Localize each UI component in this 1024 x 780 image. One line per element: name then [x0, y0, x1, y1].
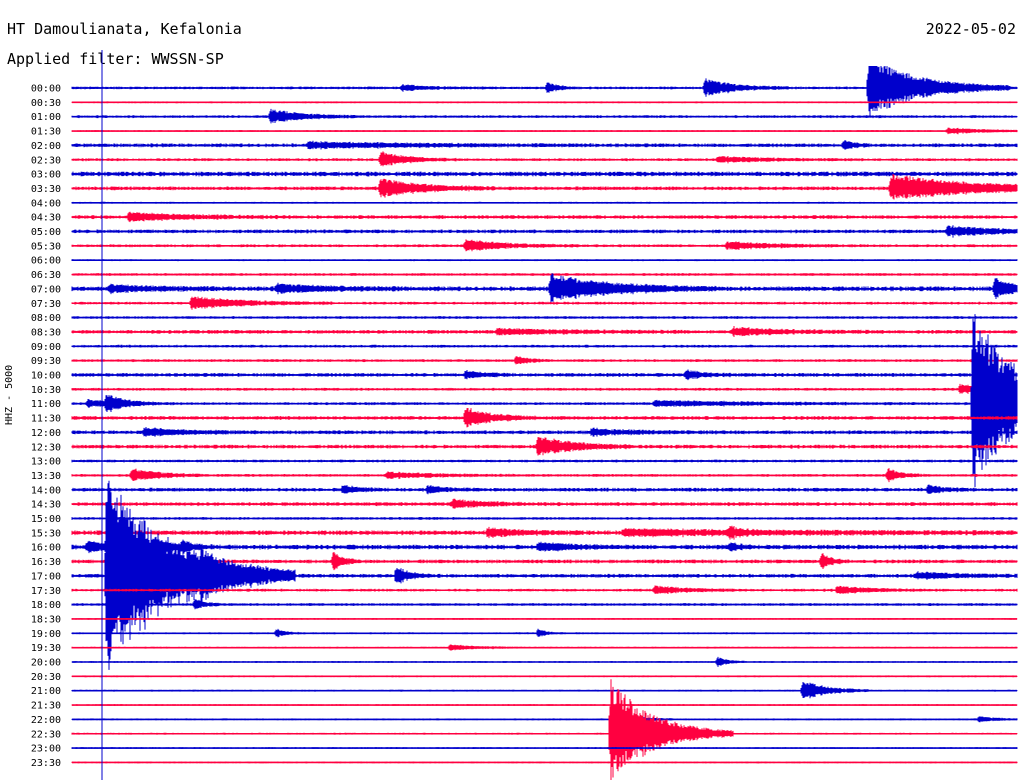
row-time-label: 16:00: [31, 543, 61, 554]
row-time-label: 04:00: [31, 198, 61, 209]
trace-row-0230: [71, 151, 1018, 167]
row-time-label: 22:00: [31, 715, 61, 726]
row-time-label: 06:00: [31, 256, 61, 267]
row-time-label: 16:30: [31, 557, 61, 568]
station-title: HT Damoulianata, Kefalonia: [7, 20, 242, 38]
row-time-label: 04:30: [31, 213, 61, 224]
row-time-label: 19:00: [31, 629, 61, 640]
trace-row-2230: [71, 679, 1018, 780]
row-time-label: 08:00: [31, 313, 61, 324]
date-label: 2022-05-02: [925, 20, 1016, 38]
row-time-label: 10:00: [31, 371, 61, 382]
row-time-label: 18:00: [31, 600, 61, 611]
row-time-label: 02:30: [31, 155, 61, 166]
row-time-label: 01:00: [31, 112, 61, 123]
row-time-label: 19:30: [31, 643, 61, 654]
row-time-label: 17:00: [31, 571, 61, 582]
row-time-label: 21:00: [31, 686, 61, 697]
row-time-label: 12:00: [31, 428, 61, 439]
row-time-label: 18:30: [31, 614, 61, 625]
row-time-label: 14:30: [31, 500, 61, 511]
row-time-label: 02:00: [31, 141, 61, 152]
row-time-label: 17:30: [31, 586, 61, 597]
row-time-label: 06:30: [31, 270, 61, 281]
row-time-label: 20:00: [31, 658, 61, 669]
row-time-label: 09:30: [31, 356, 61, 367]
row-time-label: 03:30: [31, 184, 61, 195]
row-time-label: 11:30: [31, 414, 61, 425]
row-time-label: 07:30: [31, 299, 61, 310]
row-time-label: 01:30: [31, 127, 61, 138]
row-time-label: 15:00: [31, 514, 61, 525]
row-time-label: 11:00: [31, 399, 61, 410]
trace-row-0330: [71, 174, 1018, 200]
row-time-label: 22:30: [31, 729, 61, 740]
row-time-label: 07:00: [31, 284, 61, 295]
row-time-label: 00:30: [31, 98, 61, 109]
row-time-label: 09:00: [31, 342, 61, 353]
row-time-label: 12:30: [31, 442, 61, 453]
row-time-label: 10:30: [31, 385, 61, 396]
row-time-label: 03:00: [31, 170, 61, 181]
filter-label: Applied filter: WWSSN-SP: [7, 50, 224, 68]
row-time-label: 14:00: [31, 485, 61, 496]
row-time-label: 20:30: [31, 672, 61, 683]
trace-row-1600: [71, 533, 1018, 559]
row-time-label: 15:30: [31, 528, 61, 539]
row-time-label: 21:30: [31, 701, 61, 712]
row-time-label: 05:30: [31, 241, 61, 252]
row-time-label: 08:30: [31, 327, 61, 338]
row-time-label: 13:00: [31, 457, 61, 468]
row-time-label: 23:30: [31, 758, 61, 769]
row-time-label: 23:00: [31, 744, 61, 755]
row-time-label: 00:00: [31, 84, 61, 95]
row-time-label: 05:00: [31, 227, 61, 238]
row-time-label: 13:30: [31, 471, 61, 482]
